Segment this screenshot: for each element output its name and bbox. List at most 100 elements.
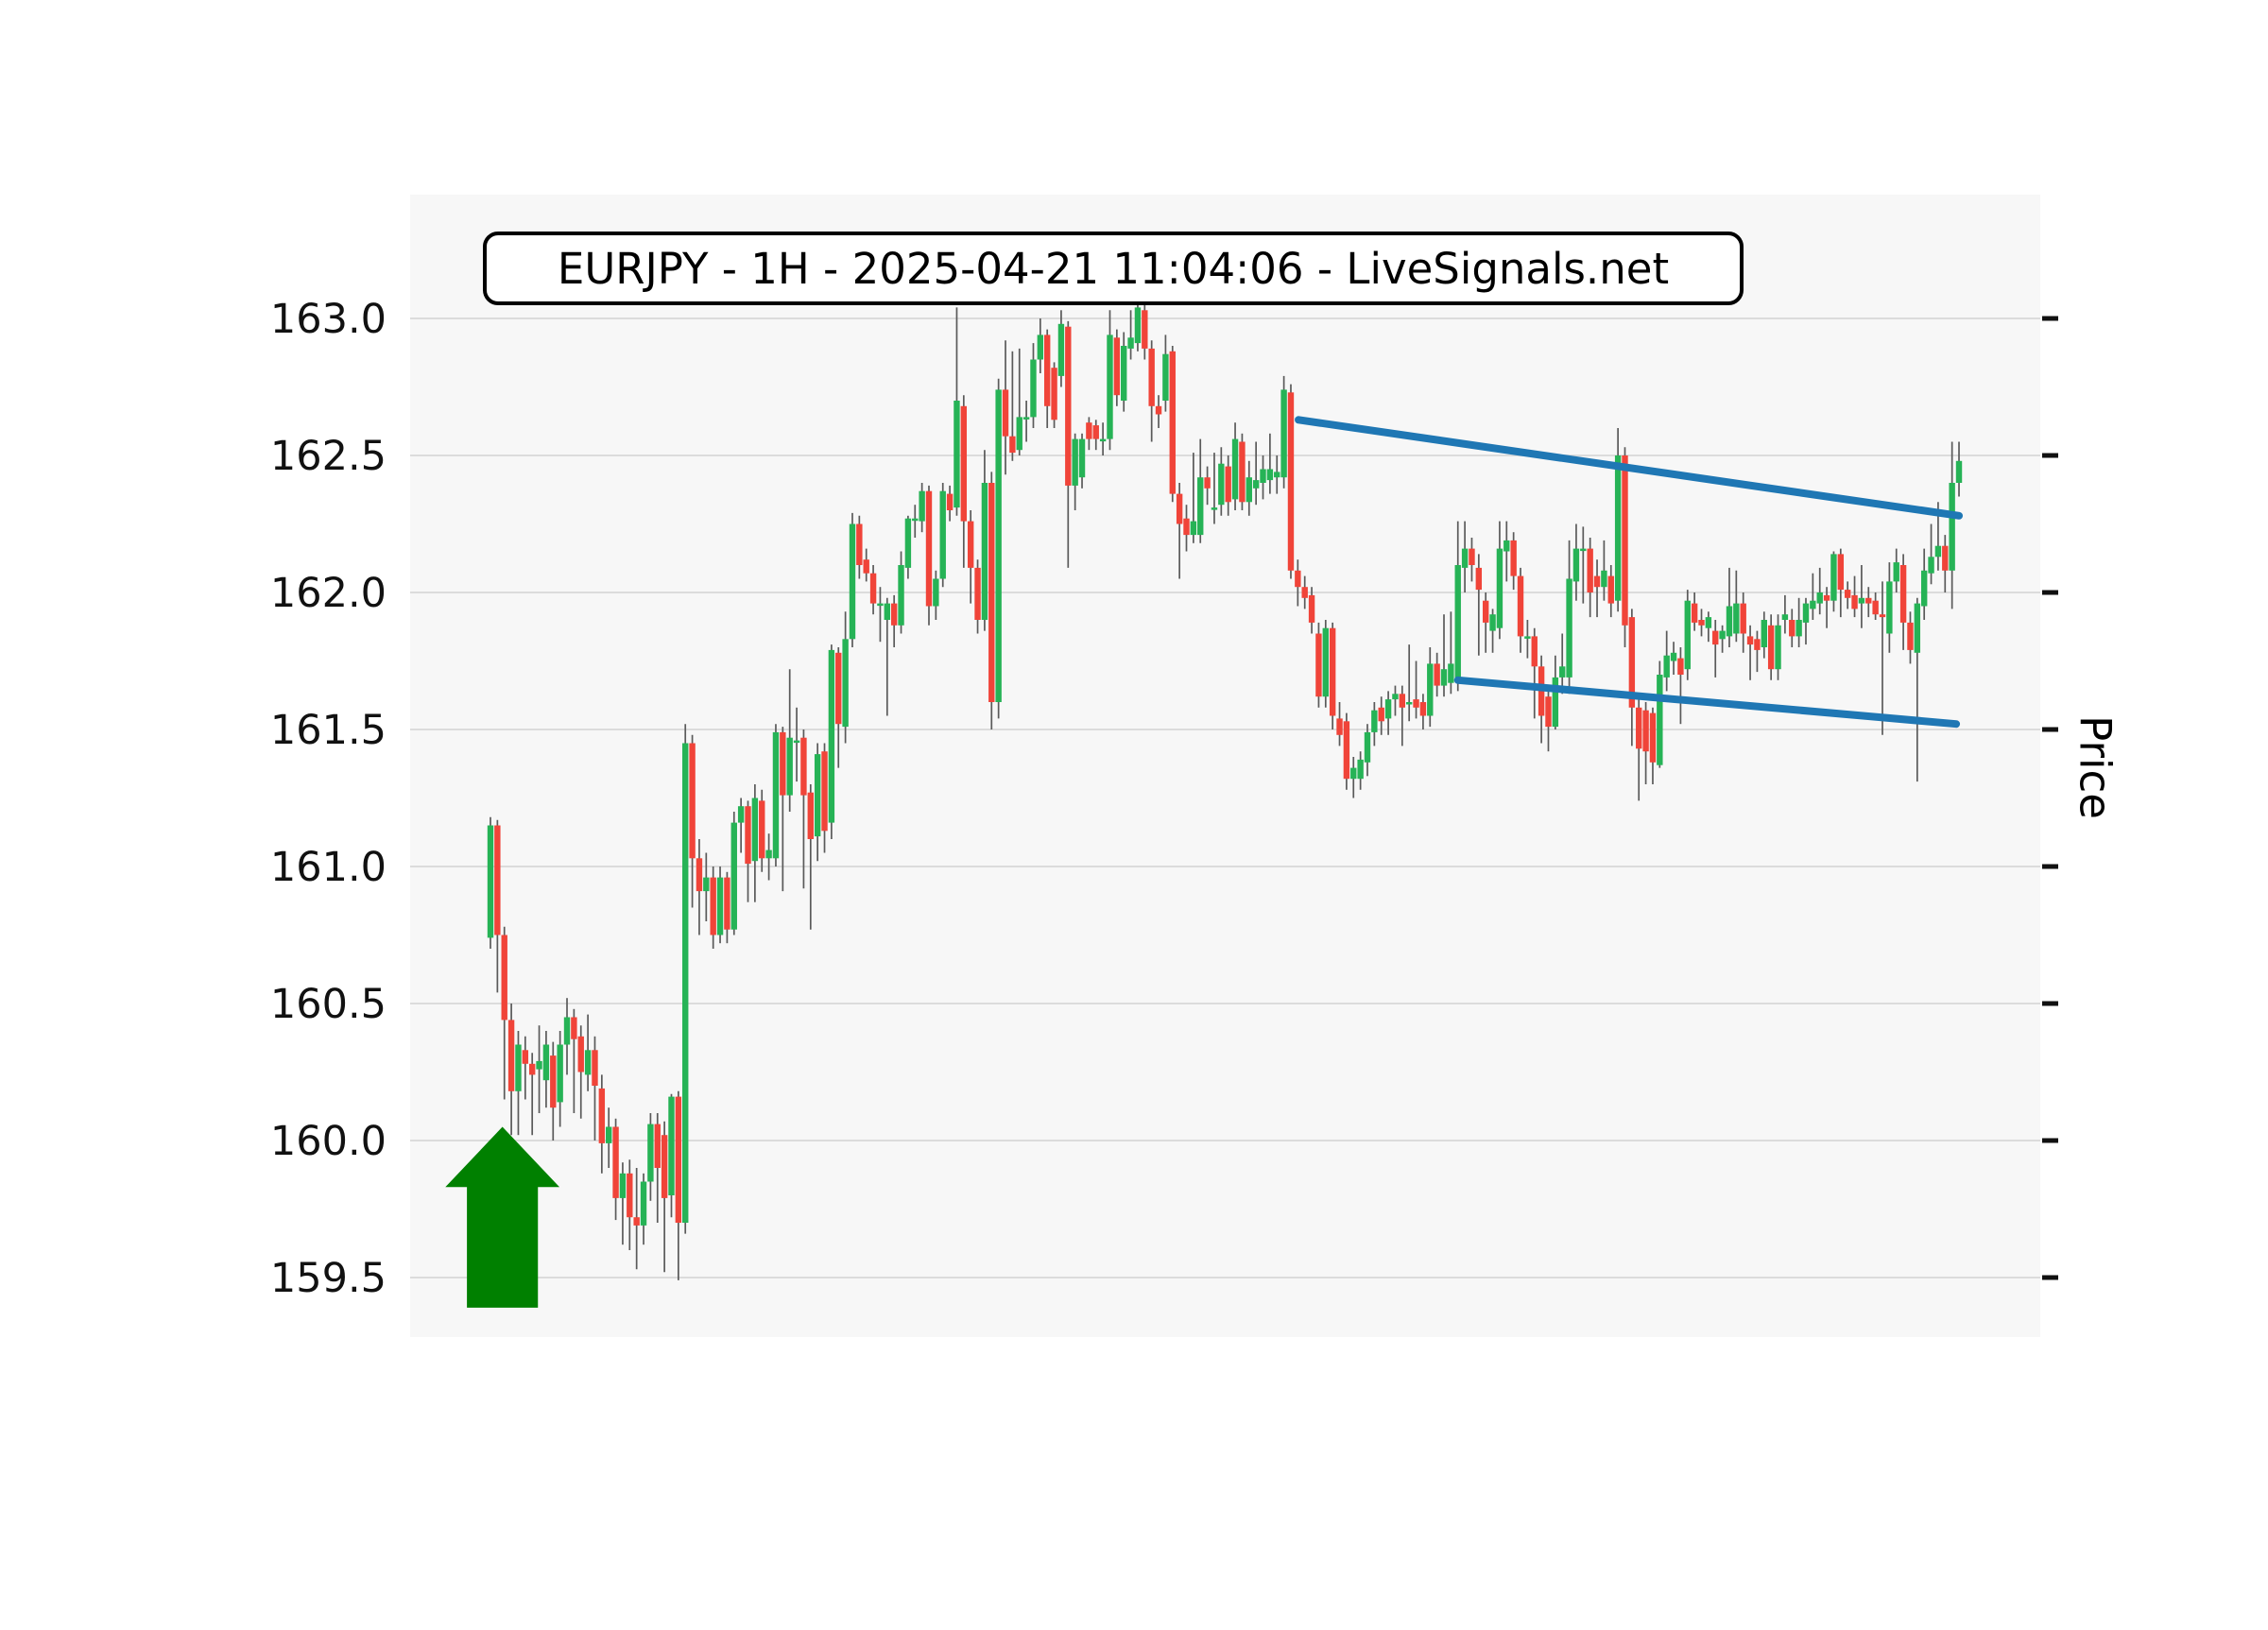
candle-body [1357,759,1364,780]
candle-body [1865,597,1872,604]
candle-body [1642,710,1649,752]
candle-body [1712,630,1719,645]
candle-body [1754,639,1761,650]
candle-body [528,1063,536,1075]
candle-body [737,806,745,823]
candle-body [1837,554,1845,591]
candle-body [1211,507,1218,510]
chart-title-box: EURJPY - 1H - 2025-04-21 11:04:06 - Live… [483,232,1744,305]
candle-body [696,858,703,892]
candle-body [627,1173,633,1218]
candle-body [1315,633,1322,697]
candle-body [1246,477,1252,503]
candle-body [1413,699,1419,708]
candle-body [1134,307,1142,344]
candle-body [1816,592,1823,604]
candle-body [1022,417,1030,420]
candle-body [1726,606,1733,637]
candle-body [780,731,786,796]
candle-body [507,1020,515,1091]
candle-body [1781,614,1789,620]
candle-body [1371,710,1378,732]
candle-body [890,603,898,626]
candle-body [1698,620,1705,626]
candle-body [1142,310,1148,349]
candle-body [1628,617,1636,708]
candle-body [1775,625,1781,670]
candle-body [1482,600,1489,623]
candle-body [1030,359,1037,418]
candle-body [912,518,919,522]
candle-body [724,877,730,930]
candle-body [919,490,925,522]
y-tick [2042,590,2058,595]
candle-body [1928,557,1934,574]
candle-body [1587,548,1593,592]
candle-body [598,1088,606,1143]
candle-body [1343,721,1350,780]
candle-body [960,405,968,522]
candle-body [1295,570,1301,588]
candle-body [1113,337,1121,396]
candle-body [1162,353,1169,401]
candle-body [904,518,912,568]
candle-body [759,800,765,859]
candle-body [1746,636,1754,645]
candle-body [1287,392,1295,571]
candle-body [1552,677,1559,728]
up-arrow-annotation [445,1126,560,1308]
candle-body [1434,663,1440,686]
candle-body [1796,620,1802,637]
candle-body [661,1135,668,1198]
candle-body [1065,326,1072,486]
candle-body [1733,603,1740,634]
chart-title: EURJPY - 1H - 2025-04-21 11:04:06 - Live… [557,243,1670,294]
candle-body [1705,617,1712,628]
candle-body [1907,622,1914,650]
candle-body [981,483,988,620]
candle-body [1670,652,1677,661]
candle-body [1051,368,1057,420]
candle-body [1920,570,1928,607]
candle-body [1183,518,1190,536]
candle-body [1767,625,1775,670]
candle-body [1176,493,1183,524]
candle-body [675,1096,682,1223]
candle-body [640,1181,647,1226]
candle-body [619,1173,627,1198]
candle-body [1197,477,1204,536]
y-tick [2042,727,2058,732]
candle-body [988,483,995,702]
candle-body [1893,562,1899,582]
candle-body [1078,438,1086,478]
candle-body [494,825,501,935]
y-tick-label: 160.5 [270,981,387,1028]
candle-body [1719,630,1726,640]
candle-body [1934,545,1942,558]
candle-body [1329,627,1336,716]
candle-body [647,1124,654,1182]
candle-body [1469,548,1475,565]
candle-body [682,743,689,1223]
candle-body [668,1096,675,1195]
candle-body [745,806,751,865]
candle-body [515,1044,522,1091]
candle-body [1872,600,1879,615]
candle-body [1148,348,1155,406]
candle-body [954,401,960,508]
candle-body [939,490,946,579]
y-tick [2042,1138,2058,1143]
candle-body [974,567,981,620]
candle-body [501,935,507,1021]
candle-body [577,1036,584,1072]
candle-body [1851,594,1858,609]
candle-body [1454,565,1461,680]
candle-body [1580,548,1587,552]
candle-body [1475,567,1483,591]
candle-body [1280,389,1287,478]
candle-body [1204,477,1211,489]
candle-body [1440,669,1448,686]
candle-body [1086,422,1092,439]
candle-body [1301,587,1308,598]
candle-body [849,523,856,640]
